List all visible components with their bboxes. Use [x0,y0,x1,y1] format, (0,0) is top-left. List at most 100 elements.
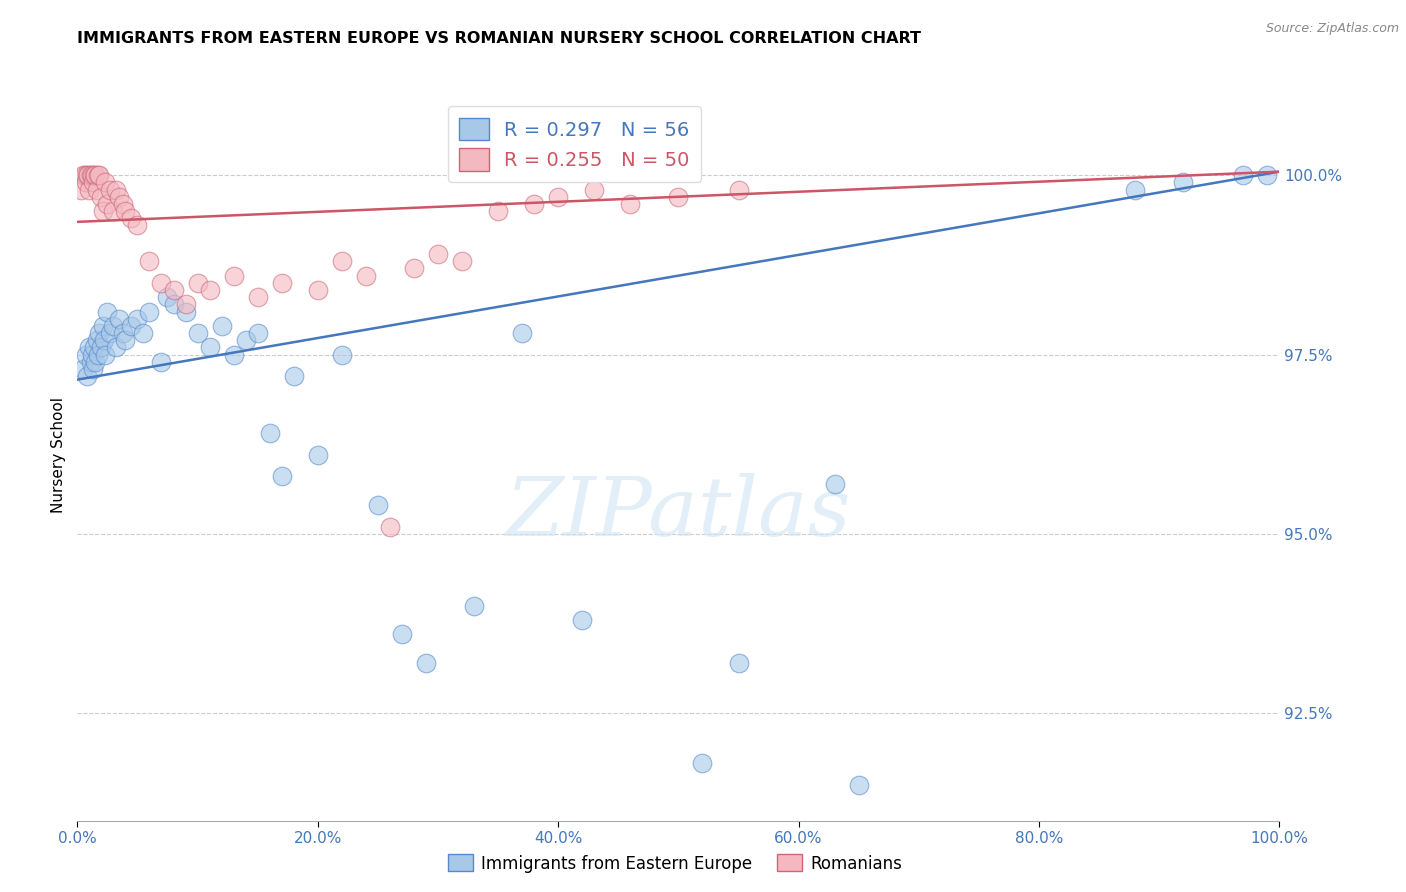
Point [98,183,121,197]
Point [87,326,110,340]
Point [824,476,846,491]
Point [354,268,377,283]
Point [150,276,173,290]
Point [391,627,413,641]
Point [111,326,134,340]
Point [114,333,136,347]
Point [162,297,184,311]
Point [127,219,149,233]
Point [87,168,110,182]
Point [523,197,546,211]
Legend: R = 0.297   N = 56, R = 0.255   N = 50: R = 0.297 N = 56, R = 0.255 N = 50 [447,106,702,182]
Point [330,254,353,268]
Point [86,183,108,197]
Point [270,276,292,290]
Point [75,176,97,190]
Point [583,183,606,197]
Point [114,204,136,219]
Point [82,176,104,190]
Point [72,168,94,182]
Point [86,333,108,347]
Legend: Immigrants from Eastern Europe, Romanians: Immigrants from Eastern Europe, Romanian… [441,847,908,880]
Point [138,254,160,268]
Point [692,756,714,771]
Point [93,333,115,347]
Point [162,283,184,297]
Point [727,183,749,197]
Point [94,347,117,361]
Point [1173,176,1195,190]
Text: ZIPatlas: ZIPatlas [506,474,851,553]
Point [79,340,101,354]
Point [402,261,425,276]
Point [90,340,112,354]
Point [198,283,221,297]
Point [120,211,142,226]
Point [451,254,474,268]
Point [91,204,114,219]
Point [83,340,105,354]
Point [150,354,173,368]
Point [111,197,134,211]
Point [87,168,110,182]
Point [75,347,97,361]
Point [571,613,593,627]
Point [198,340,221,354]
Point [307,448,329,462]
Point [378,519,401,533]
Point [259,426,281,441]
Point [108,190,131,204]
Point [77,168,100,182]
Point [82,362,104,376]
Point [70,183,93,197]
Point [283,369,305,384]
Text: IMMIGRANTS FROM EASTERN EUROPE VS ROMANIAN NURSERY SCHOOL CORRELATION CHART: IMMIGRANTS FROM EASTERN EUROPE VS ROMANI… [77,31,921,46]
Point [79,183,101,197]
Point [72,362,94,376]
Point [83,168,105,182]
Point [108,311,131,326]
Point [330,347,353,361]
Point [79,168,101,182]
Point [727,656,749,670]
Point [174,304,197,318]
Point [87,347,110,361]
Y-axis label: Nursery School: Nursery School [51,397,66,513]
Point [90,190,112,204]
Point [156,290,179,304]
Point [222,347,245,361]
Point [96,304,118,318]
Point [415,656,437,670]
Point [80,168,103,182]
Point [270,469,292,483]
Point [98,326,121,340]
Point [104,183,127,197]
Point [73,168,96,182]
Point [138,304,160,318]
Point [120,318,142,333]
Point [186,326,209,340]
Point [84,354,107,368]
Point [307,283,329,297]
Point [367,498,389,512]
Point [80,347,103,361]
Point [103,318,125,333]
Point [103,204,125,219]
Point [76,168,98,182]
Point [619,197,641,211]
Point [668,190,690,204]
Point [463,599,485,613]
Point [127,311,149,326]
Point [132,326,155,340]
Point [174,297,197,311]
Point [427,247,450,261]
Point [94,176,117,190]
Point [104,340,127,354]
Point [1123,183,1146,197]
Point [235,333,257,347]
Point [84,168,107,182]
Point [1232,168,1254,182]
Point [510,326,533,340]
Point [96,197,118,211]
Text: Source: ZipAtlas.com: Source: ZipAtlas.com [1265,22,1399,36]
